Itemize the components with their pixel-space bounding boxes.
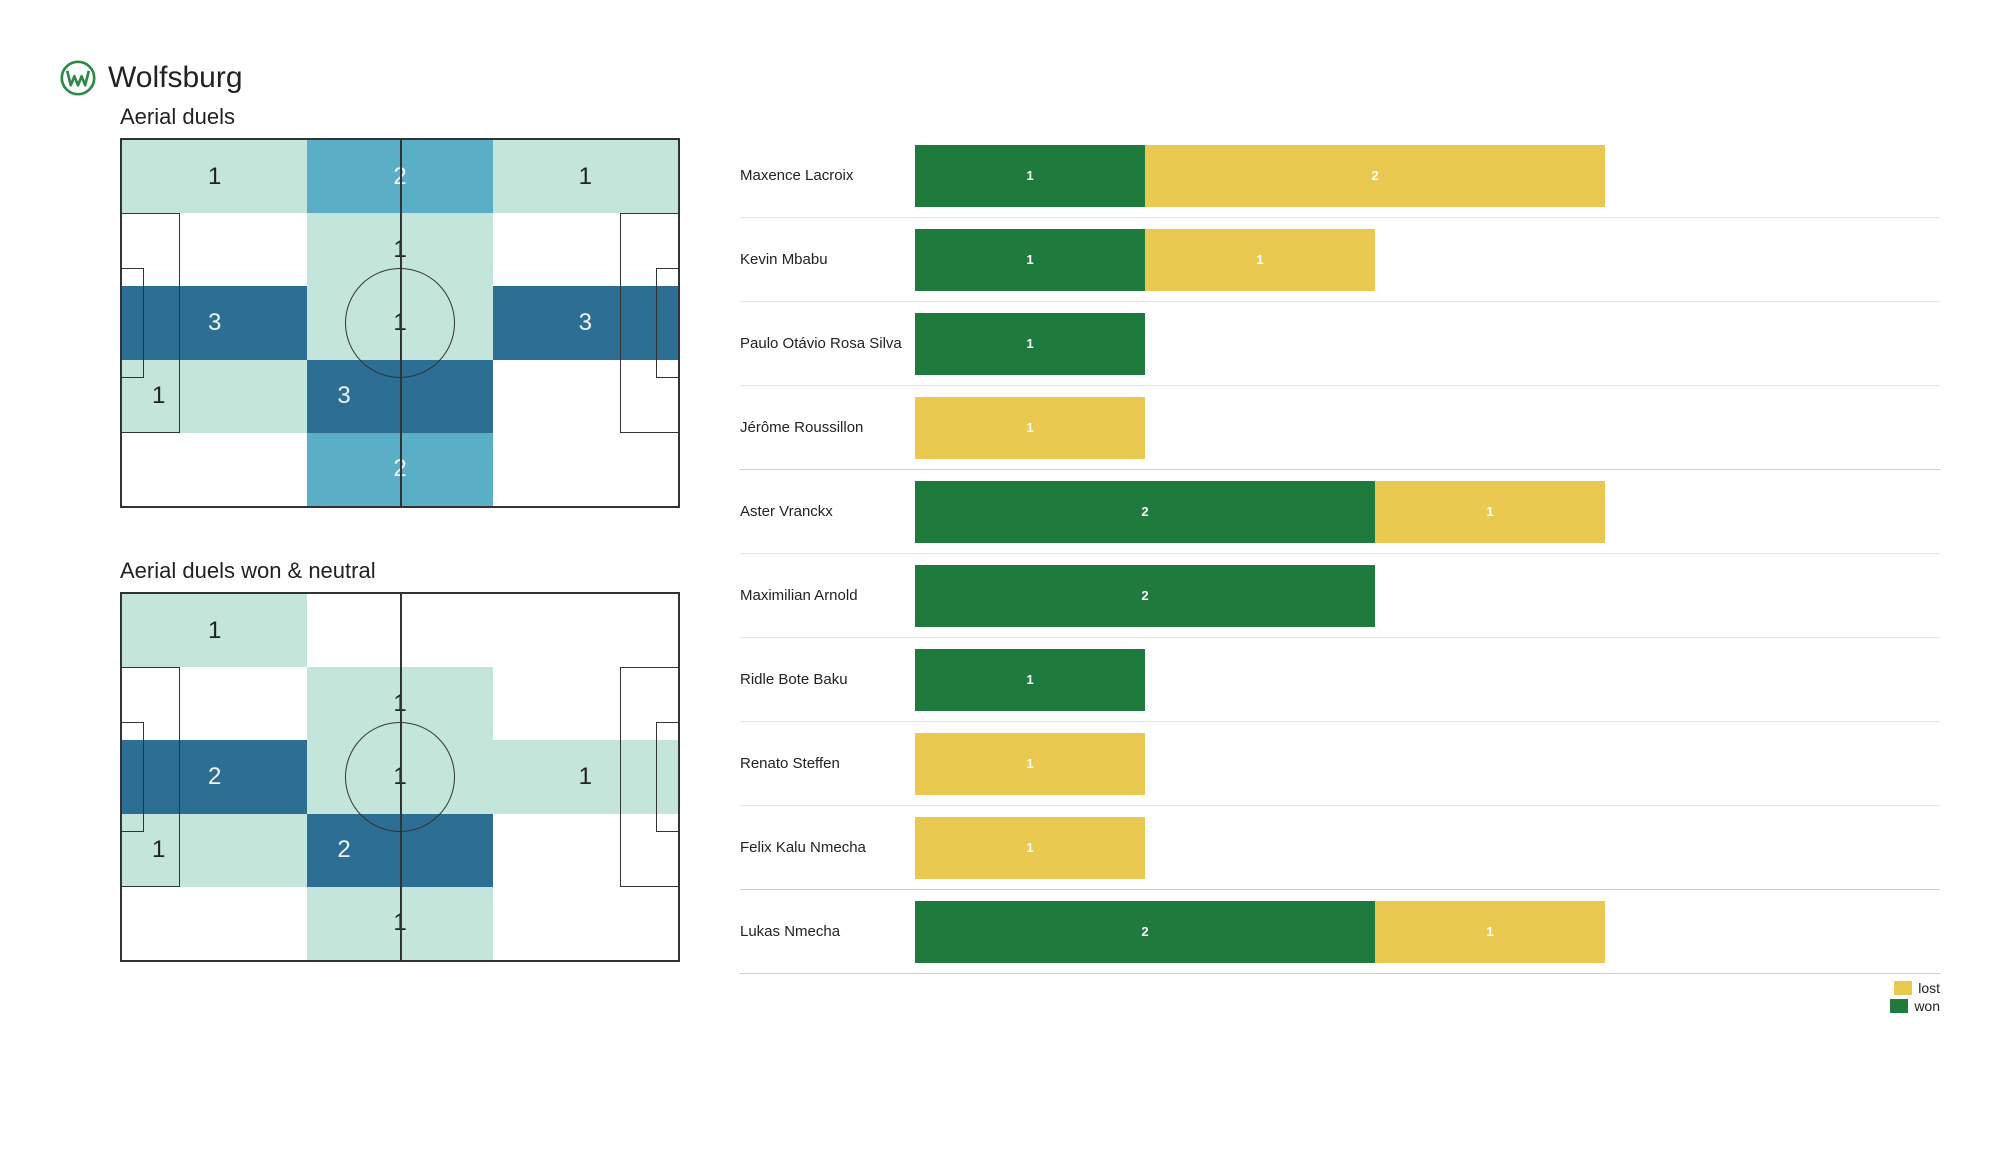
player-bar-row: Kevin Mbabu11	[740, 218, 1940, 302]
pitch-cell: 1	[122, 814, 307, 887]
bar-segment-won: 1	[915, 313, 1145, 375]
player-name-label: Lukas Nmecha	[740, 923, 915, 940]
pitch-cell	[122, 667, 307, 740]
bar-track: 1	[915, 733, 1605, 795]
pitch-chart: 1211313132	[120, 138, 680, 508]
bar-segment-lost: 1	[1375, 901, 1605, 963]
bar-segment-lost: 1	[915, 733, 1145, 795]
pitch-cell	[122, 433, 307, 506]
bar-track: 1	[915, 397, 1605, 459]
heatmap-aerial-duels-all: Aerial duels 1211313132	[120, 104, 700, 508]
pitch-cell: 1	[493, 140, 678, 213]
player-name-label: Kevin Mbabu	[740, 251, 915, 268]
bar-segment-won: 1	[915, 229, 1145, 291]
player-bar-row: Felix Kalu Nmecha1	[740, 806, 1940, 890]
player-bar-row: Paulo Otávio Rosa Silva1	[740, 302, 1940, 386]
player-name-label: Paulo Otávio Rosa Silva	[740, 335, 915, 352]
pitch-grid: 1211313132	[122, 140, 678, 506]
legend-label: lost	[1918, 980, 1940, 996]
pitch-cell	[493, 360, 678, 433]
heatmap-title: Aerial duels	[120, 104, 700, 130]
pitch-cell: 1	[493, 740, 678, 813]
player-name-label: Felix Kalu Nmecha	[740, 839, 915, 856]
pitch-cell	[493, 594, 678, 667]
stats-dashboard: Wolfsburg Aerial duels 1211313132 Aerial…	[0, 0, 2000, 1175]
bar-segment-won: 1	[915, 145, 1145, 207]
pitch-cell: 1	[122, 594, 307, 667]
bar-track: 1	[915, 817, 1605, 879]
heatmap-title: Aerial duels won & neutral	[120, 558, 700, 584]
pitch-chart: 11211121	[120, 592, 680, 962]
bar-segment-lost: 1	[1145, 229, 1375, 291]
bar-segment-lost: 1	[915, 817, 1145, 879]
bar-track: 21	[915, 901, 1605, 963]
player-bar-row: Lukas Nmecha21	[740, 890, 1940, 974]
player-bars-column: Maxence Lacroix12Kevin Mbabu11Paulo Otáv…	[740, 104, 1940, 1014]
pitch-cell	[493, 814, 678, 887]
player-name-label: Renato Steffen	[740, 755, 915, 772]
bar-segment-lost: 2	[1145, 145, 1605, 207]
pitch-cell	[307, 594, 492, 667]
pitch-cell: 1	[307, 286, 492, 359]
bar-segment-lost: 1	[915, 397, 1145, 459]
legend-item-won: won	[1890, 998, 1940, 1014]
bar-segment-won: 1	[915, 649, 1145, 711]
pitch-cell	[122, 887, 307, 960]
pitch-cell: 2	[122, 740, 307, 813]
pitch-cell: 1	[307, 213, 492, 286]
bar-segment-won: 2	[915, 901, 1375, 963]
pitch-cell: 2	[307, 140, 492, 213]
content: Aerial duels 1211313132 Aerial duels won…	[120, 104, 1940, 1014]
bar-track: 21	[915, 481, 1605, 543]
wolfsburg-logo-icon	[60, 60, 96, 96]
player-bar-row: Aster Vranckx21	[740, 470, 1940, 554]
pitch-cell	[493, 433, 678, 506]
legend-swatch-icon	[1890, 999, 1908, 1013]
pitch-cell: 2	[307, 433, 492, 506]
pitch-cell: 1	[307, 667, 492, 740]
player-bar-row: Ridle Bote Baku1	[740, 638, 1940, 722]
pitch-cell	[493, 667, 678, 740]
legend-swatch-icon	[1894, 981, 1912, 995]
bar-segment-won: 2	[915, 481, 1375, 543]
pitch-cell: 1	[122, 360, 307, 433]
bar-track: 11	[915, 229, 1605, 291]
pitch-cell: 1	[122, 140, 307, 213]
pitch-cell	[493, 887, 678, 960]
bar-segment-lost: 1	[1375, 481, 1605, 543]
pitch-cell: 3	[307, 360, 492, 433]
player-name-label: Ridle Bote Baku	[740, 671, 915, 688]
player-bar-row: Maximilian Arnold2	[740, 554, 1940, 638]
heatmaps-column: Aerial duels 1211313132 Aerial duels won…	[120, 104, 700, 1014]
pitch-grid: 11211121	[122, 594, 678, 960]
bar-legend: lost won	[740, 980, 1940, 1014]
pitch-cell: 3	[122, 286, 307, 359]
pitch-cell: 2	[307, 814, 492, 887]
player-bar-row: Renato Steffen1	[740, 722, 1940, 806]
bar-track: 12	[915, 145, 1605, 207]
bar-track: 1	[915, 649, 1605, 711]
pitch-cell	[122, 213, 307, 286]
player-name-label: Maximilian Arnold	[740, 587, 915, 604]
pitch-cell: 1	[307, 740, 492, 813]
bar-segment-won: 2	[915, 565, 1375, 627]
pitch-cell: 1	[307, 887, 492, 960]
team-name: Wolfsburg	[108, 61, 243, 95]
header: Wolfsburg	[60, 60, 1940, 96]
heatmap-aerial-duels-won: Aerial duels won & neutral 11211121	[120, 558, 700, 962]
pitch-cell: 3	[493, 286, 678, 359]
stacked-bar-chart: Maxence Lacroix12Kevin Mbabu11Paulo Otáv…	[740, 104, 1940, 974]
pitch-cell	[493, 213, 678, 286]
player-name-label: Maxence Lacroix	[740, 167, 915, 184]
player-name-label: Aster Vranckx	[740, 503, 915, 520]
player-bar-row: Maxence Lacroix12	[740, 134, 1940, 218]
player-bar-row: Jérôme Roussillon1	[740, 386, 1940, 470]
legend-label: won	[1914, 998, 1940, 1014]
bar-track: 2	[915, 565, 1605, 627]
player-name-label: Jérôme Roussillon	[740, 419, 915, 436]
bar-track: 1	[915, 313, 1605, 375]
legend-item-lost: lost	[1894, 980, 1940, 996]
